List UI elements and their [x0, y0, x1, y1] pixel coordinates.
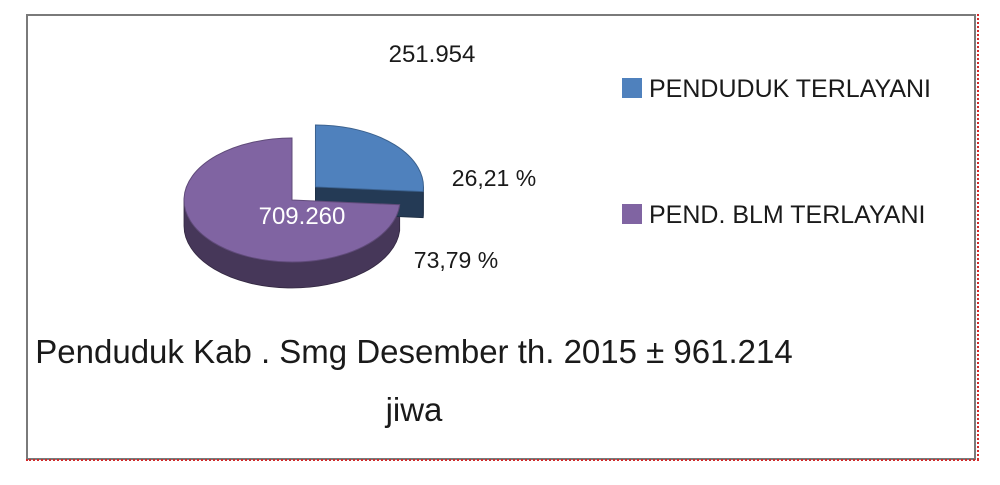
legend-label-terlayani: PENDUDUK TERLAYANI — [649, 75, 931, 103]
chart-caption-line1: Penduduk Kab . Smg Desember th. 2015 ± 9… — [35, 333, 793, 370]
slice-percent-label-blm-terlayani: 73,79 % — [414, 247, 498, 273]
chart-frame — [26, 14, 976, 460]
legend-label-blm-terlayani: PEND. BLM TERLAYANI — [649, 201, 925, 229]
slice-value-label-terlayani: 251.954 — [389, 41, 476, 68]
slice-value-label-blm-terlayani: 709.260 — [259, 203, 346, 230]
pie-slices — [183, 124, 424, 289]
legend-swatch-terlayani — [622, 78, 642, 98]
legend-swatch-blm-terlayani — [622, 204, 642, 224]
slice-percent-label-terlayani: 26,21 % — [452, 165, 536, 191]
pie-slice-top-0 — [314, 124, 424, 193]
selection-border-right — [977, 14, 979, 460]
selection-border-bottom — [26, 459, 979, 461]
chart-caption-line2: jiwa — [385, 391, 443, 428]
pie-slice-top-1 — [183, 137, 401, 263]
